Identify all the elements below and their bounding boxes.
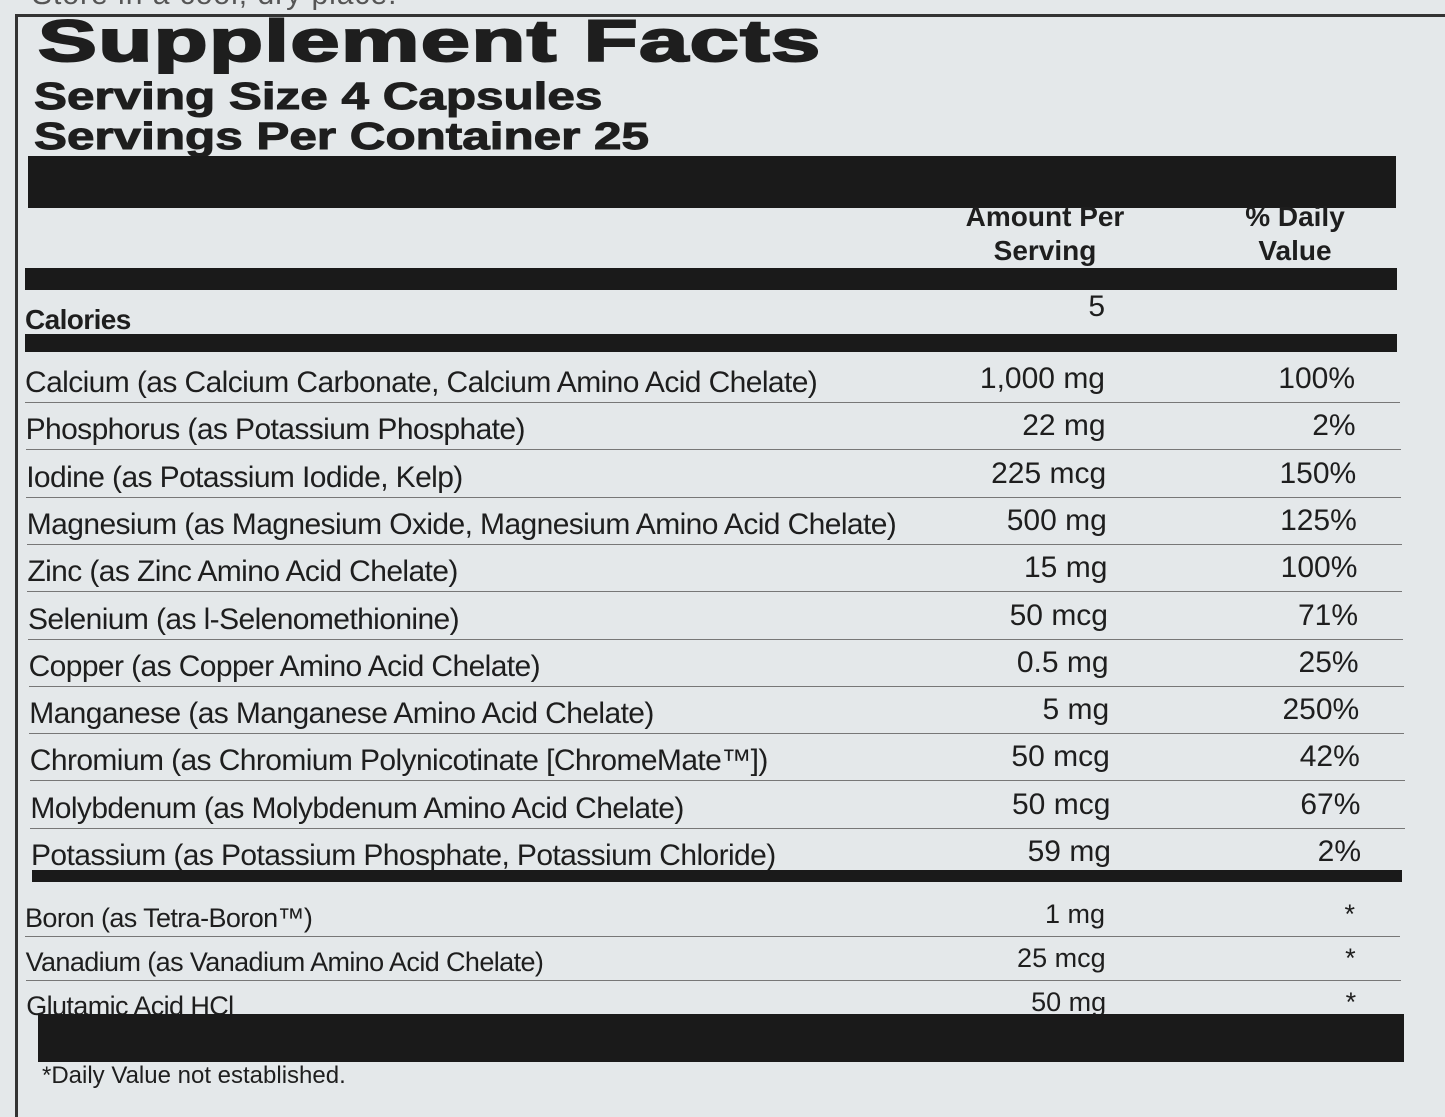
supplement-facts-panel	[15, 14, 1445, 1117]
serving-size: Serving Size 4 Capsules	[33, 76, 603, 119]
nutrient-amount: 50 mcg	[1009, 598, 1108, 632]
nutrient-amount: 225 mcg	[991, 456, 1107, 490]
nutrient-name: Chromium (as Chromium Polynicotinate [Ch…	[29, 744, 769, 778]
nutrient-amount: 50 mg	[1031, 987, 1107, 1017]
nutrient-amount: 22 mg	[1022, 409, 1106, 443]
nutrient-amount: 59 mg	[1027, 835, 1111, 868]
nutrient-dv: 250%	[1282, 693, 1360, 727]
calories-label: Calories	[25, 304, 131, 335]
nutrient-name: Copper (as Copper Amino Acid Chelate)	[28, 649, 541, 683]
nutrient-row: Copper (as Copper Amino Acid Chelate) 0.5…	[28, 640, 1404, 687]
footnote: *Daily Value not established.	[42, 1062, 346, 1089]
nutrient-dv: 2%	[1312, 409, 1356, 443]
other-divider	[32, 870, 1402, 882]
nutrient-amount: 5 mg	[1042, 693, 1110, 727]
nutrient-name: Manganese (as Manganese Amino Acid Chela…	[29, 697, 654, 731]
nutrient-dv: *	[1345, 987, 1357, 1017]
nutrient-name: Selenium (as l-Selenomethionine)	[28, 602, 460, 636]
nutrient-amount: 15 mg	[1024, 551, 1108, 585]
bottom-divider	[38, 1014, 1404, 1062]
nutrient-row: Iodine (as Potassium Iodide, Kelp) 225 mc…	[26, 451, 1402, 498]
nutrient-dv: *	[1344, 899, 1355, 929]
dv-header: % Daily Value	[1245, 201, 1345, 266]
nutrient-dv: 2%	[1317, 835, 1361, 868]
nutrient-amount: 50 mcg	[1011, 740, 1110, 774]
nutrient-dv: 67%	[1300, 787, 1361, 821]
nutrient-row: Calcium (as Calcium Carbonate, Calcium A…	[25, 356, 1400, 403]
nutrient-name: Calcium (as Calcium Carbonate, Calcium A…	[25, 366, 818, 399]
nutrient-row: Phosphorus (as Potassium Phosphate) 22 mg…	[25, 403, 1401, 451]
nutrient-name: Potassium (as Potassium Phosphate, Potas…	[31, 839, 776, 872]
calories-divider	[25, 334, 1397, 352]
nutrient-dv: 71%	[1297, 598, 1358, 632]
nutrient-dv: 42%	[1299, 740, 1360, 774]
nutrient-row: Chromium (as Chromium Polynicotinate [Ch…	[29, 734, 1405, 782]
nutrient-name: Iodine (as Potassium Iodide, Kelp)	[26, 460, 463, 494]
nutrient-name: Vanadium (as Vanadium Amino Acid Chelate…	[25, 947, 544, 977]
nutrient-dv: 150%	[1279, 456, 1357, 490]
nutrient-row: Selenium (as l-Selenomethionine) 50 mcg 71…	[28, 593, 1403, 640]
calories-row: Calories 5	[25, 290, 1400, 336]
nutrient-name: Boron (as Tetra-Boron™)	[25, 903, 313, 933]
servings-per-container: Servings Per Container 25	[33, 116, 650, 159]
nutrient-dv: 100%	[1278, 362, 1355, 395]
panel-title: Supplement Facts	[36, 8, 822, 75]
nutrient-amount: 50 mcg	[1012, 787, 1111, 821]
thick-divider	[28, 156, 1396, 208]
nutrient-amount: 500 mg	[1006, 503, 1107, 537]
nutrient-row: Manganese (as Manganese Amino Acid Chela…	[29, 687, 1405, 735]
nutrient-row: Potassium (as Potassium Phosphate, Potas…	[31, 829, 1406, 875]
nutrient-name: Molybdenum (as Molybdenum Amino Acid Che…	[30, 791, 684, 825]
nutrient-amount: 25 mcg	[1017, 943, 1106, 973]
nutrient-amount: 0.5 mg	[1016, 645, 1109, 679]
nutrient-amount: 1,000 mg	[979, 362, 1105, 395]
header-divider	[25, 268, 1397, 290]
nutrient-row: Boron (as Tetra-Boron™) 1 mg *	[25, 890, 1400, 937]
nutrient-dv: *	[1345, 943, 1356, 973]
nutrient-name: Phosphorus (as Potassium Phosphate)	[25, 413, 526, 447]
nutrient-dv: 25%	[1298, 645, 1359, 679]
amount-header: Amount Per Serving	[965, 201, 1125, 266]
nutrient-row: Zinc (as Zinc Amino Acid Chelate) 15 mg 10…	[27, 545, 1403, 593]
storage-note: Store in a cool, dry place.	[32, 0, 398, 12]
calories-amount: 5	[1088, 290, 1105, 323]
nutrient-row: Molybdenum (as Molybdenum Amino Acid Che…	[30, 782, 1406, 829]
nutrient-row: Vanadium (as Vanadium Amino Acid Chelate…	[25, 934, 1401, 981]
nutrient-name: Zinc (as Zinc Amino Acid Chelate)	[27, 555, 458, 589]
nutrient-dv: 100%	[1280, 551, 1358, 585]
nutrient-row: Magnesium (as Magnesium Oxide, Magnesium…	[26, 498, 1402, 545]
nutrient-amount: 1 mg	[1044, 899, 1105, 929]
nutrient-name: Magnesium (as Magnesium Oxide, Magnesium…	[26, 507, 897, 541]
nutrient-dv: 125%	[1280, 503, 1357, 537]
